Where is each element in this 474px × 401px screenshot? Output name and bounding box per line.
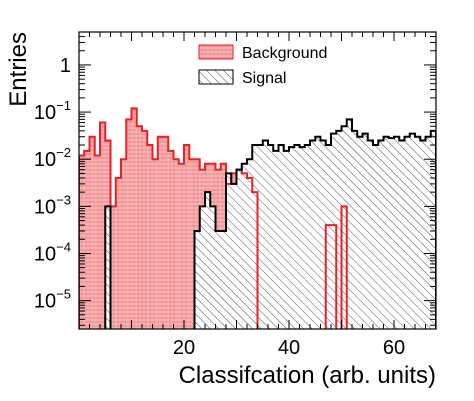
y-tick-label: 10−4 — [34, 239, 71, 265]
background-bin-bar — [94, 155, 100, 329]
background-bin-bar — [84, 150, 90, 329]
signal-bin-bar — [226, 173, 232, 329]
background-bin-bar — [110, 206, 116, 329]
signal-bin-bar — [415, 136, 421, 329]
background-bin-bar — [173, 159, 179, 329]
background-bin-bar — [100, 122, 106, 329]
signal-bin-bar — [283, 150, 289, 329]
legend-label-signal: Signal — [242, 70, 286, 87]
signal-bin-bar — [367, 140, 373, 329]
background-bin-bar — [79, 155, 85, 329]
background-bin-bar — [147, 145, 153, 329]
signal-bin-bar — [304, 145, 310, 329]
signal-bin-bar — [430, 130, 436, 329]
legend-label-background: Background — [242, 45, 327, 62]
signal-bin-bar — [247, 159, 253, 329]
signal-bin-bar — [320, 140, 326, 329]
legend-swatch-signal — [198, 69, 234, 85]
signal-bin-bar — [299, 147, 305, 329]
background-bin-bar — [89, 136, 95, 329]
y-tick-label: 10−3 — [34, 192, 71, 218]
signal-bin-bar — [383, 136, 389, 329]
signal-bin-bar — [236, 169, 242, 329]
signal-bin-bar — [220, 230, 226, 329]
signal-bin-bar — [341, 126, 347, 329]
background-bin-bar — [115, 177, 121, 329]
signal-bin-bar — [289, 147, 295, 329]
signal-bin-bar — [394, 136, 400, 329]
signal-bin-bar — [262, 140, 268, 329]
signal-bin-bar — [194, 230, 200, 329]
background-bin-bar — [121, 159, 127, 329]
background-bin-bar — [131, 108, 137, 329]
plot-area — [79, 107, 436, 329]
x-tick-label: 20 — [173, 337, 195, 359]
signal-bin-bar — [404, 136, 410, 329]
background-bin-bar — [157, 136, 163, 329]
y-tick-label: 1 — [60, 55, 71, 77]
signal-bin-bar — [273, 150, 279, 329]
background-bin-bar — [126, 119, 132, 329]
signal-bin-bar — [310, 140, 316, 329]
signal-bin-bar — [388, 138, 394, 329]
signal-bin-bar — [210, 206, 216, 329]
x-axis: 20 40 60 — [78, 32, 437, 359]
background-bin-bar — [136, 126, 142, 329]
legend-swatch-background — [198, 44, 234, 60]
signal-bin-bar — [399, 140, 405, 329]
background-bin-bar — [189, 159, 195, 329]
y-axis-title: Entries — [5, 32, 32, 107]
signal-bin-bar — [378, 140, 384, 329]
x-tick-label: 60 — [383, 337, 405, 359]
background-bin-bar — [184, 145, 190, 329]
background-bin-bar — [178, 163, 184, 329]
signal-bin-bar — [105, 206, 111, 329]
signal-bin-bar — [425, 136, 431, 329]
background-bin-bar — [168, 150, 174, 329]
x-axis-title: Classifcation (arb. units) — [179, 362, 436, 389]
signal-bin-bar — [315, 136, 321, 329]
y-tick-label: 10−5 — [34, 287, 71, 313]
signal-bin-bar — [409, 133, 415, 329]
signal-bin-bar — [331, 133, 337, 329]
y-axis: 1 10−1 10−2 10−3 10−4 10−5 — [34, 31, 436, 326]
legend: Background Signal — [198, 44, 327, 87]
signal-bin-bar — [241, 163, 247, 329]
signal-bin-bar — [346, 119, 352, 329]
signal-bin-bar — [357, 136, 363, 329]
signal-bin-bar — [231, 183, 237, 329]
y-tick-label: 10−1 — [34, 98, 71, 124]
signal-bin-bar — [252, 145, 258, 329]
signal-bin-bar — [278, 145, 284, 329]
y-tick-label: 10−2 — [34, 145, 71, 171]
signal-bin-bar — [420, 140, 426, 329]
background-bin-bar — [142, 130, 148, 329]
x-tick-label: 40 — [278, 337, 300, 359]
background-bin-bar — [163, 136, 169, 329]
signal-bin-bar — [215, 230, 221, 329]
background-bin-bar — [152, 159, 158, 329]
signal-bin-bar — [205, 192, 211, 329]
signal-bin-bar — [199, 206, 205, 329]
signal-series-outline — [104, 118, 436, 329]
signal-bin-bar — [257, 145, 263, 329]
signal-bin-bar — [294, 145, 300, 329]
signal-bin-bar — [268, 145, 274, 329]
signal-bin-bar — [352, 130, 358, 329]
signal-bin-bar — [373, 145, 379, 329]
signal-bin-bar — [325, 145, 331, 329]
signal-bin-bar — [362, 133, 368, 329]
signal-bin-bar — [336, 130, 342, 329]
